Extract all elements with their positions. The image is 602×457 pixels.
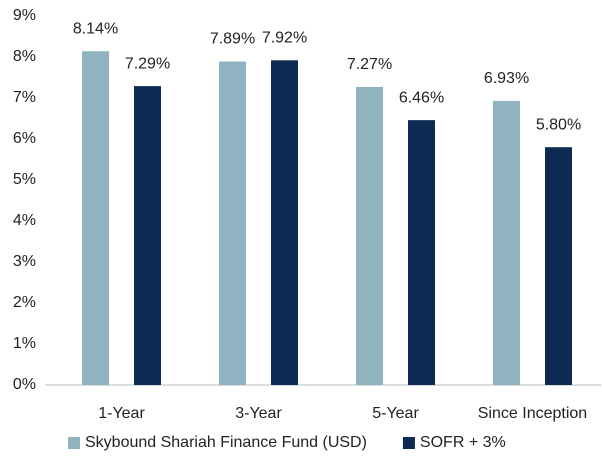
data-label: 6.93% [484,70,529,87]
bar [134,86,161,386]
data-label: 7.89% [210,31,255,48]
data-label: 5.80% [536,116,581,133]
data-label: 8.14% [73,20,118,37]
y-tick-label: 7% [13,89,36,106]
x-tick-label: 1-Year [98,405,145,422]
y-tick-label: 2% [13,294,36,311]
bar [271,60,298,385]
bar [408,120,435,385]
bar [493,100,520,386]
y-tick-label: 6% [13,130,36,147]
legend-label: SOFR + 3% [420,434,506,451]
legend-swatch [68,437,80,449]
data-label: 7.92% [262,29,307,46]
legend-swatch [402,437,415,449]
data-label: 6.46% [399,89,444,106]
y-tick-label: 8% [13,48,36,65]
y-tick-label: 4% [13,212,36,229]
y-tick-label: 9% [13,7,36,24]
y-tick-label: 5% [13,171,36,188]
data-label: 7.27% [347,56,392,73]
bar [82,51,109,385]
x-tick-label: 3-Year [235,405,282,422]
x-tick-label: Since Inception [478,405,587,422]
y-tick-label: 1% [13,335,36,352]
data-label: 7.29% [125,55,170,72]
legend-label: Skybound Shariah Finance Fund (USD) [85,434,367,451]
bar [356,86,383,386]
y-tick-label: 3% [13,253,36,270]
bar [219,61,246,385]
bar [545,147,572,385]
x-tick-label: 5-Year [372,405,419,422]
y-tick-label: 0% [13,376,36,393]
